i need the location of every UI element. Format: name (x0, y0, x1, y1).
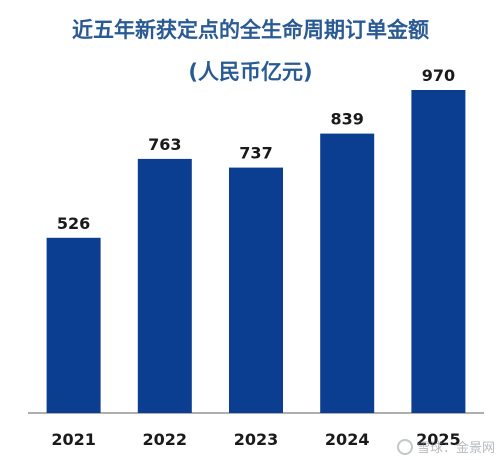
chart-title: 近五年新获定点的全生命周期订单金额 (72, 18, 429, 42)
snowball-logo-icon (396, 438, 413, 455)
data-label-2025: 970 (422, 66, 455, 85)
watermark: 雪球：金景网 (396, 437, 495, 456)
x-tick-label-2024: 2024 (325, 430, 370, 449)
x-tick-label-2023: 2023 (234, 430, 279, 449)
x-tick-label-2022: 2022 (143, 430, 188, 449)
bar-2023 (229, 167, 283, 413)
bar-2022 (137, 158, 192, 413)
bar-2021 (46, 237, 101, 413)
data-label-2024: 839 (330, 110, 363, 129)
data-label-2021: 526 (57, 214, 90, 233)
x-tick-label-2021: 2021 (51, 430, 96, 449)
x-tick-label-2025: 2025 (416, 430, 461, 449)
watermark-text: 雪球：金景网 (416, 441, 495, 456)
data-label-2022: 763 (148, 135, 181, 154)
bar-2024 (320, 133, 375, 413)
data-label-2023: 737 (239, 144, 272, 163)
bar-2025 (411, 90, 466, 413)
chart-subtitle: (人民币亿元) (188, 60, 313, 84)
